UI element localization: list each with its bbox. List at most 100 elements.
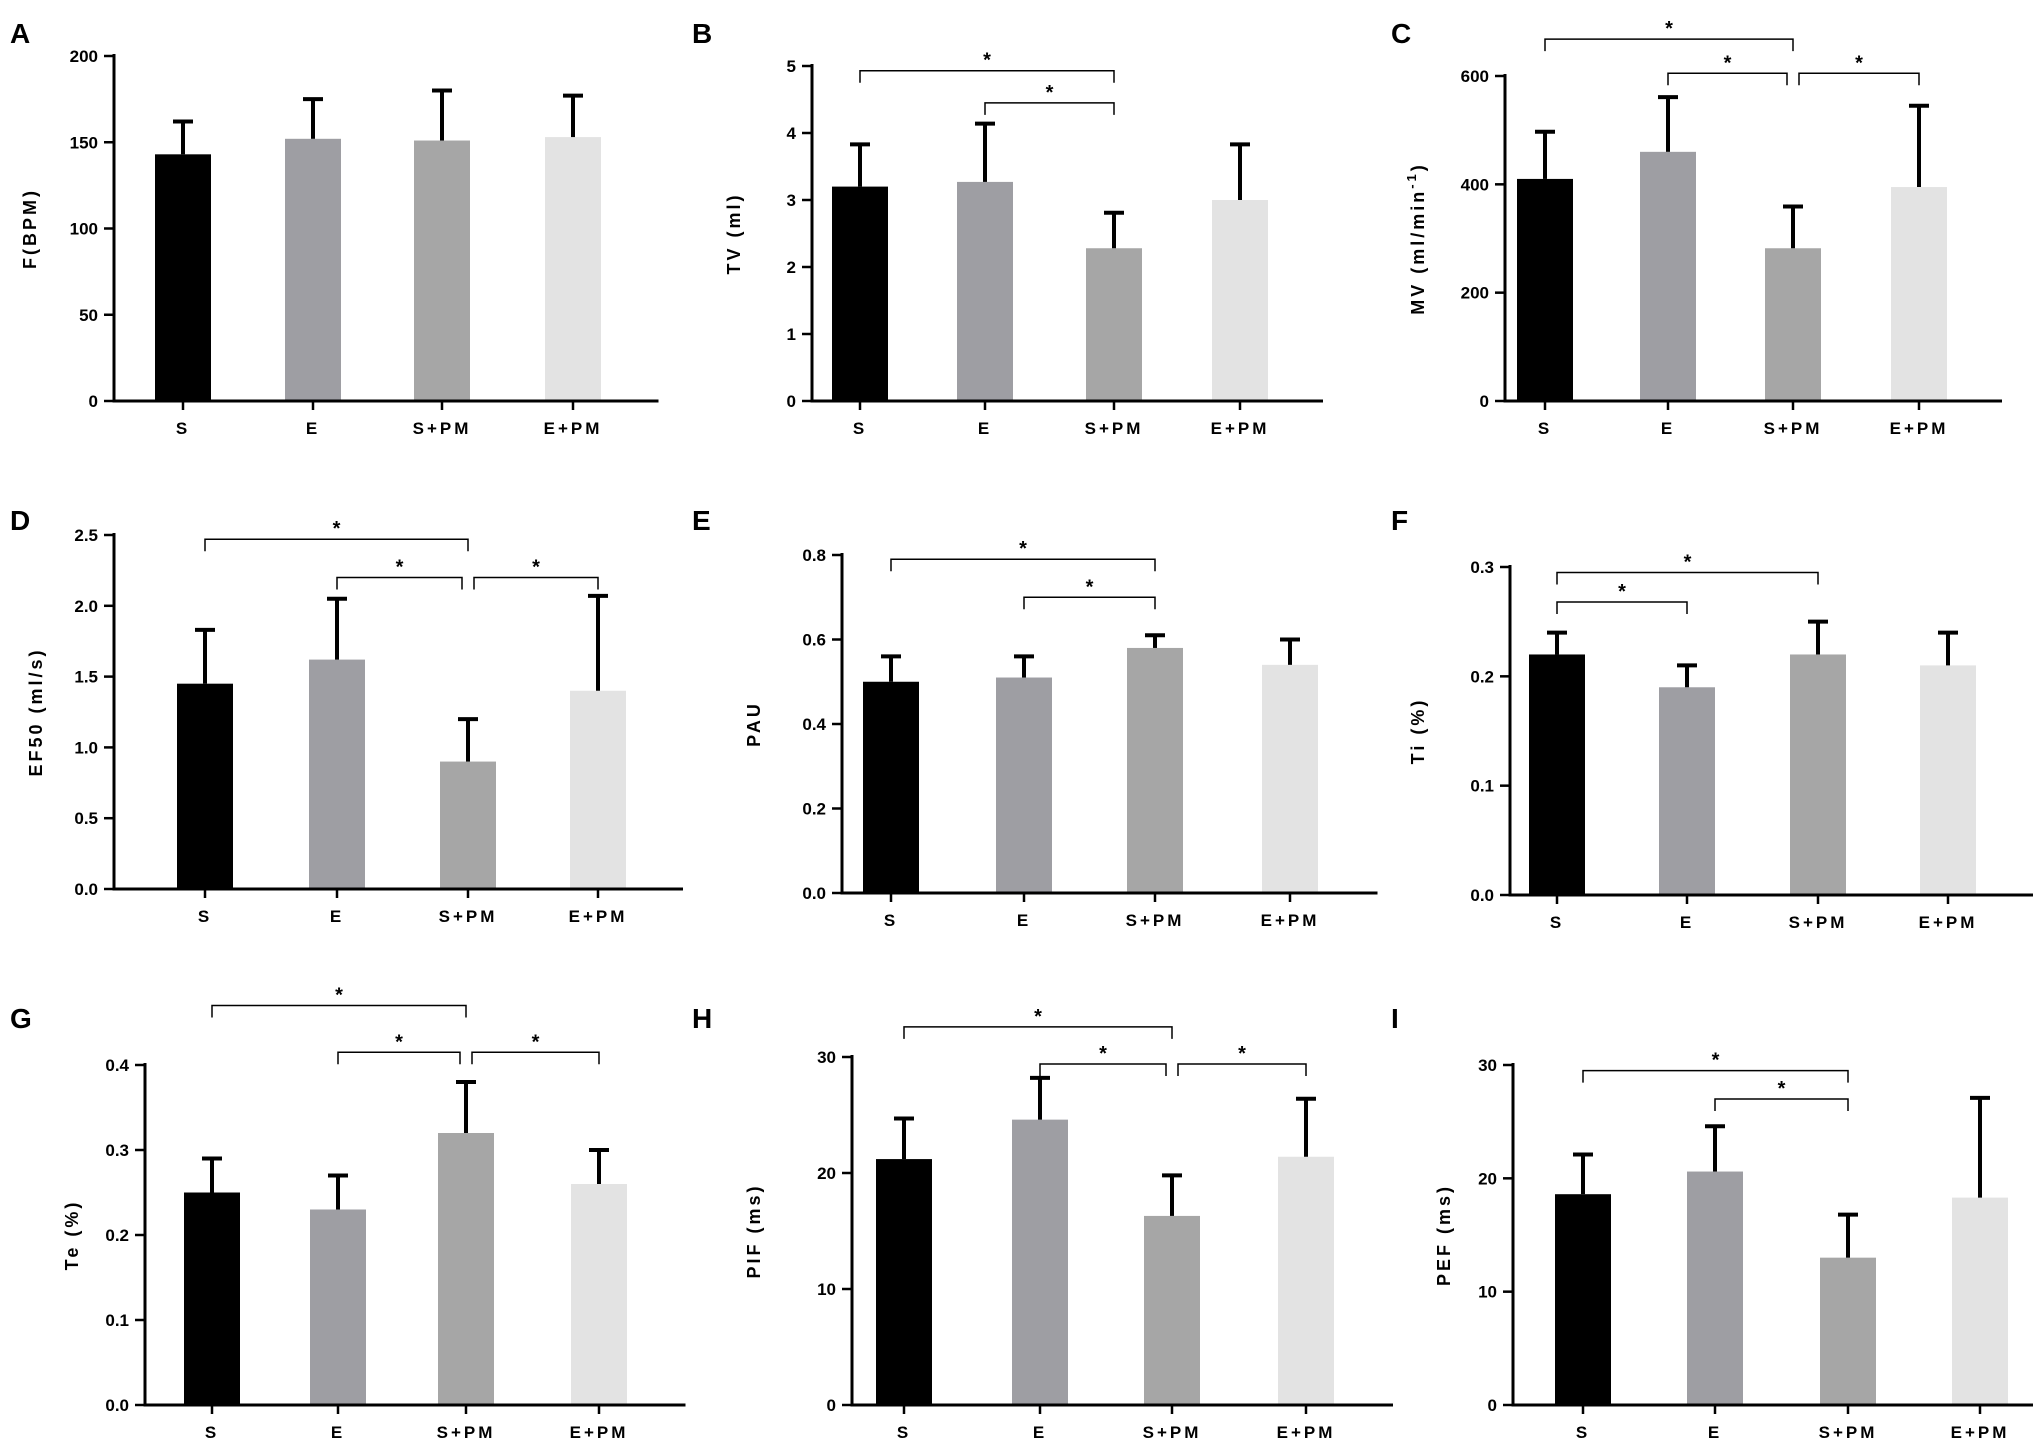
x-tick-label: S — [198, 907, 212, 926]
significance-star: * — [1238, 1043, 1246, 1065]
bar-S — [1517, 178, 1573, 401]
bar-E — [1687, 1171, 1743, 1405]
bracket-line — [337, 1051, 461, 1065]
y-tick-label: 0.4 — [105, 1056, 129, 1075]
panel-letter: F — [1391, 505, 1408, 536]
y-tick-label: 200 — [1461, 284, 1489, 303]
panel-letter: B — [692, 18, 712, 49]
y-tick-label: 10 — [1478, 1283, 1497, 1302]
bar-S — [184, 1192, 240, 1405]
y-tick-label: 100 — [70, 220, 98, 239]
y-tick-label: 0 — [787, 392, 796, 411]
y-axis-label-text: Te (%) — [62, 1200, 82, 1271]
chart-panel-D: D 0.0 0.5 1.0 1.5 2.0 2.5 S E S+PM E+PM EF50 (ml/s)… — [10, 505, 683, 926]
x-tick-label: E — [306, 419, 320, 438]
bracket-line — [1544, 38, 1794, 52]
bar-S+PM — [1127, 647, 1183, 893]
x-tick-label: E+PM — [1951, 1423, 2010, 1442]
significance-bracket: * — [204, 518, 469, 552]
chart-panel-H: H 0 10 20 30 S E S+PM E+PM PIF (ms) * * * — [692, 1003, 1393, 1442]
x-tick-label: S — [853, 419, 867, 438]
y-axis-label: PAU — [744, 701, 764, 747]
y-axis-label-text: MV (ml/min — [1408, 189, 1428, 315]
y-tick-label: 0.0 — [1470, 886, 1494, 905]
y-tick-label: 0.3 — [105, 1141, 129, 1160]
bracket-line — [204, 538, 469, 552]
bar-S+PM — [440, 761, 496, 889]
x-tick-label: S+PM — [1126, 911, 1185, 930]
bar-E — [310, 1209, 366, 1405]
x-tick-label: E+PM — [1890, 419, 1949, 438]
bar-E+PM — [1278, 1156, 1334, 1405]
x-tick-label: S — [1550, 913, 1564, 932]
significance-bracket: * — [890, 538, 1156, 572]
panel-letter: H — [692, 1003, 712, 1034]
bracket-line — [211, 1004, 467, 1018]
y-axis-label-text: TV (ml) — [724, 193, 744, 275]
y-axis-label: PIF (ms) — [744, 1183, 764, 1278]
bracket-line — [1556, 571, 1819, 585]
x-tick-label: S+PM — [1143, 1423, 1202, 1442]
bar-S — [177, 683, 233, 889]
x-tick-label: E+PM — [570, 1423, 629, 1442]
significance-star: * — [396, 556, 404, 578]
x-tick-label: E+PM — [544, 419, 603, 438]
bracket-line — [1556, 601, 1688, 614]
y-axis-label: Te (%) — [62, 1200, 82, 1271]
y-axis-label-text: Ti (%) — [1408, 698, 1428, 765]
significance-bracket: * — [1023, 576, 1156, 610]
significance-bracket: * — [471, 1031, 600, 1065]
x-tick-label: E+PM — [1211, 419, 1270, 438]
bar-E — [1640, 151, 1696, 401]
y-tick-label: 0.1 — [105, 1311, 129, 1330]
y-axis-label: PEF (ms) — [1434, 1184, 1454, 1286]
y-tick-label: 0.2 — [105, 1226, 129, 1245]
bar-S+PM — [1765, 248, 1821, 401]
y-tick-label: 1.5 — [74, 668, 98, 687]
significance-bracket: * — [1556, 581, 1688, 614]
x-tick-label: S — [205, 1423, 219, 1442]
bracket-line — [1798, 72, 1920, 86]
significance-bracket: * — [1556, 551, 1819, 585]
significance-star: * — [1855, 52, 1863, 74]
bracket-line — [336, 576, 463, 590]
y-tick-label: 2 — [787, 258, 796, 277]
bar-E+PM — [1920, 665, 1976, 895]
significance-bracket: * — [1798, 52, 1920, 86]
significance-star: * — [1099, 1043, 1107, 1065]
significance-star: * — [983, 50, 991, 72]
bracket-line — [471, 1051, 600, 1065]
significance-bracket: * — [336, 556, 463, 590]
x-tick-label: E — [1680, 913, 1694, 932]
bar-E+PM — [1212, 200, 1268, 401]
y-tick-label: 50 — [79, 306, 98, 325]
bracket-line — [1582, 1069, 1849, 1083]
y-axis-label: EF50 (ml/s) — [26, 647, 46, 776]
significance-star: * — [395, 1031, 403, 1053]
bracket-line — [890, 558, 1156, 572]
bracket-line — [859, 69, 1115, 83]
bar-S+PM — [1086, 248, 1142, 401]
x-tick-label: S — [897, 1423, 911, 1442]
x-tick-label: S+PM — [437, 1423, 496, 1442]
chart-panel-B: B 0 1 2 3 4 5 S E S+PM E+PM TV (ml) * * — [692, 18, 1323, 438]
significance-bracket: * — [1039, 1043, 1167, 1076]
y-tick-label: 0.1 — [1470, 777, 1494, 796]
x-tick-label: E+PM — [1277, 1423, 1336, 1442]
x-tick-label: S — [884, 911, 898, 930]
x-tick-label: S+PM — [1085, 419, 1144, 438]
y-tick-label: 0 — [827, 1396, 836, 1415]
significance-bracket: * — [859, 50, 1115, 83]
bar-E — [996, 677, 1052, 893]
panel-letter: I — [1391, 1003, 1399, 1034]
x-tick-label: E — [1661, 419, 1675, 438]
bar-S+PM — [1144, 1215, 1200, 1405]
bar-S+PM — [1790, 654, 1846, 895]
y-tick-label: 0.0 — [802, 884, 826, 903]
y-tick-label: 10 — [817, 1280, 836, 1299]
y-tick-label: 5 — [787, 57, 796, 76]
bar-S+PM — [438, 1133, 494, 1405]
y-axis-label-text: F(BPM) — [20, 188, 40, 269]
significance-star: * — [1684, 551, 1692, 573]
